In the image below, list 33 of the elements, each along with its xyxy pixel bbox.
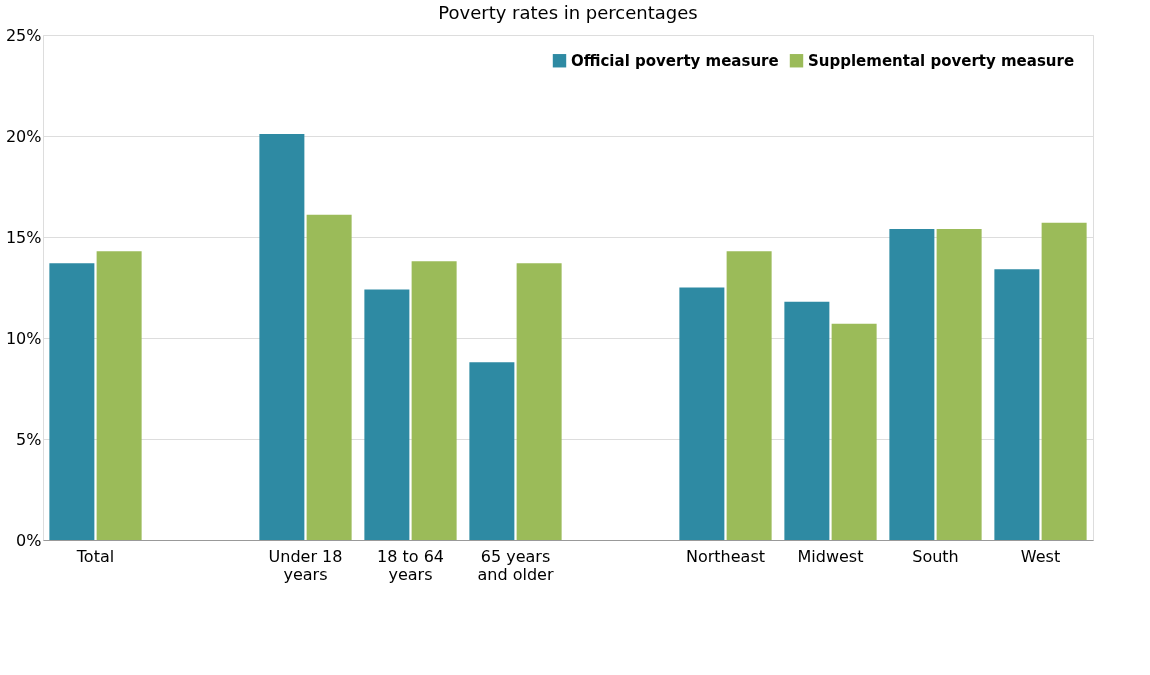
x-tick-label: 18 to 64 years <box>377 546 444 584</box>
bar <box>306 214 352 540</box>
bar <box>784 301 830 540</box>
bar <box>1041 222 1087 540</box>
x-tick-label: 65 years and older <box>477 546 554 584</box>
bar <box>516 263 562 540</box>
chart-title: Poverty rates in percentages <box>438 2 698 23</box>
y-tick-label: 5% <box>16 429 42 449</box>
bar <box>994 269 1040 540</box>
y-tick-label: 0% <box>16 530 42 550</box>
bar <box>96 251 142 540</box>
y-tick-label: 10% <box>5 328 42 348</box>
y-tick-label: 25% <box>5 25 42 45</box>
bar <box>469 362 515 540</box>
bar <box>726 251 772 540</box>
x-tick-label: Total <box>75 546 115 566</box>
bar <box>364 289 410 540</box>
y-tick-label: 20% <box>5 126 42 146</box>
x-tick-label: Northeast <box>685 546 766 566</box>
bar <box>889 228 935 540</box>
x-tick-label: South <box>912 546 959 566</box>
bar <box>831 323 877 540</box>
bar <box>49 263 95 540</box>
legend-label: Official poverty measure <box>571 51 779 70</box>
legend-label: Supplemental poverty measure <box>808 51 1075 70</box>
bar <box>679 287 725 540</box>
x-tick-label: Under 18 years <box>268 546 343 584</box>
y-tick-label: 15% <box>5 227 42 247</box>
bar <box>411 261 457 540</box>
bar <box>259 133 305 540</box>
x-tick-label: West <box>1020 546 1061 566</box>
x-tick-label: Midwest <box>797 546 864 566</box>
bar <box>936 228 982 540</box>
